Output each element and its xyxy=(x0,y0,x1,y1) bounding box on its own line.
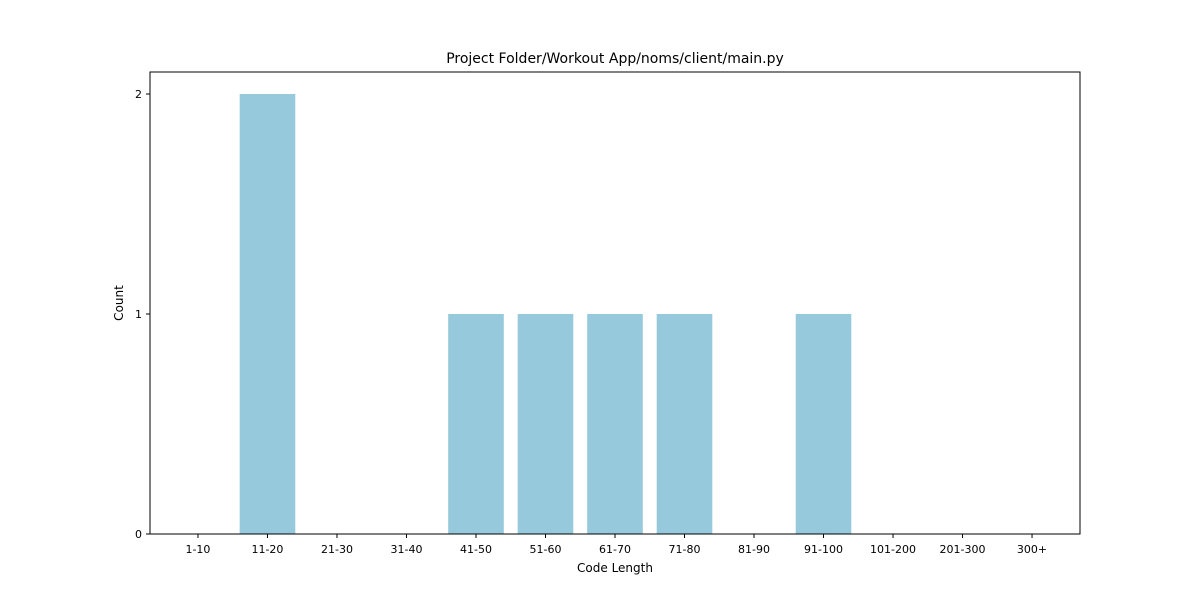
x-tick-label: 31-40 xyxy=(390,543,422,556)
x-tick-label: 41-50 xyxy=(460,543,492,556)
bar-61-70 xyxy=(587,314,643,534)
y-tick-label: 0 xyxy=(135,528,142,541)
x-tick-label: 11-20 xyxy=(251,543,283,556)
x-axis-label: Code Length xyxy=(577,561,653,575)
x-tick-label: 300+ xyxy=(1017,543,1047,556)
x-axis-ticks: 1-10 11-20 21-30 31-40 41-50 51-60 61-70 71-80 8… xyxy=(185,534,1047,556)
x-tick-label: 81-90 xyxy=(738,543,770,556)
bar-41-50 xyxy=(448,314,504,534)
x-tick-label: 21-30 xyxy=(321,543,353,556)
x-tick-label: 101-200 xyxy=(870,543,916,556)
x-tick-label: 91-100 xyxy=(804,543,843,556)
y-tick-label: 2 xyxy=(135,88,142,101)
x-tick-label: 61-70 xyxy=(599,543,631,556)
y-tick-label: 1 xyxy=(135,308,142,321)
bars-group xyxy=(239,94,852,534)
x-tick-label: 51-60 xyxy=(530,543,562,556)
x-tick-label: 1-10 xyxy=(185,543,210,556)
x-tick-label: 201-300 xyxy=(940,543,986,556)
bar-11-20 xyxy=(239,94,296,534)
bar-71-80 xyxy=(656,314,713,534)
y-axis-ticks: 0 1 2 xyxy=(135,88,150,541)
chart-title: Project Folder/Workout App/noms/client/m… xyxy=(446,51,784,67)
bar-51-60 xyxy=(517,314,574,534)
bar-91-100 xyxy=(795,314,852,534)
y-axis-label: Count xyxy=(112,285,126,321)
x-tick-label: 71-80 xyxy=(669,543,701,556)
